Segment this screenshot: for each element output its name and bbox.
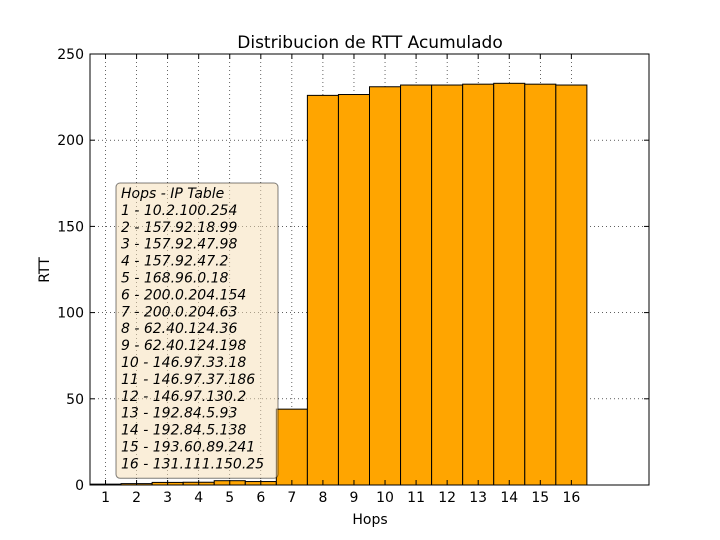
bar xyxy=(369,86,402,486)
x-tick-label: 3 xyxy=(163,490,172,506)
legend-entry: 11 - 146.97.37.186 xyxy=(121,372,255,388)
bar xyxy=(462,83,495,486)
legend-entry: 12 - 146.97.130.2 xyxy=(121,389,246,405)
legend-entry: 15 - 193.60.89.241 xyxy=(121,440,255,456)
legend-entry: 3 - 157.92.47.98 xyxy=(121,237,237,253)
bar xyxy=(306,94,339,486)
bar xyxy=(555,84,588,486)
legend-entry: 2 - 157.92.18.99 xyxy=(121,220,237,236)
x-tick-label: 9 xyxy=(350,490,359,506)
y-axis-label: RTT xyxy=(37,257,53,283)
legend-entry: 13 - 192.84.5.93 xyxy=(121,406,237,422)
plot-frame xyxy=(89,53,650,486)
legend-entry: 4 - 157.92.47.2 xyxy=(121,254,229,270)
y-tick-label: 0 xyxy=(75,478,84,494)
x-tick-label: 15 xyxy=(531,490,549,506)
legend-entry: 9 - 62.40.124.198 xyxy=(121,338,246,354)
x-tick-label: 1 xyxy=(101,490,110,506)
x-tick-label: 13 xyxy=(469,490,487,506)
legend-entry: 8 - 62.40.124.36 xyxy=(121,321,237,337)
y-tick-label: 50 xyxy=(66,392,84,408)
x-tick-label: 8 xyxy=(318,490,327,506)
x-tick-label: 4 xyxy=(194,490,203,506)
x-tick-label: 10 xyxy=(376,490,394,506)
chart-title: Distribucion de RTT Acumulado xyxy=(237,33,502,53)
bar xyxy=(493,82,526,486)
legend-entry: 6 - 200.0.204.154 xyxy=(121,287,246,303)
legend-entry: 7 - 200.0.204.63 xyxy=(121,304,237,320)
legend-entry: 10 - 146.97.33.18 xyxy=(121,355,246,371)
legend-title: Hops - IP Table xyxy=(121,186,224,202)
bar xyxy=(524,83,557,486)
x-tick-label: 5 xyxy=(225,490,234,506)
x-tick-label: 16 xyxy=(562,490,580,506)
x-axis-label: Hops xyxy=(352,512,387,528)
y-tick-label: 200 xyxy=(57,133,84,149)
bar xyxy=(431,84,464,486)
x-tick-label: 6 xyxy=(256,490,265,506)
bar xyxy=(275,408,308,486)
legend-entry: 1 - 10.2.100.254 xyxy=(121,203,237,219)
legend-entry: 14 - 192.84.5.138 xyxy=(121,423,246,439)
x-tick-label: 2 xyxy=(132,490,141,506)
bar xyxy=(337,94,371,486)
legend-entry: 16 - 131.111.150.25 xyxy=(121,456,264,472)
y-tick-label: 250 xyxy=(57,47,84,63)
x-tick-label: 14 xyxy=(500,490,518,506)
y-tick-label: 150 xyxy=(57,219,84,235)
legend-entry: 5 - 168.96.0.18 xyxy=(121,271,229,287)
x-tick-label: 11 xyxy=(407,490,425,506)
x-tick-label: 12 xyxy=(438,490,456,506)
legend-box xyxy=(115,182,279,479)
bar xyxy=(400,84,433,486)
y-tick-label: 100 xyxy=(57,306,84,322)
x-tick-label: 7 xyxy=(287,490,296,506)
